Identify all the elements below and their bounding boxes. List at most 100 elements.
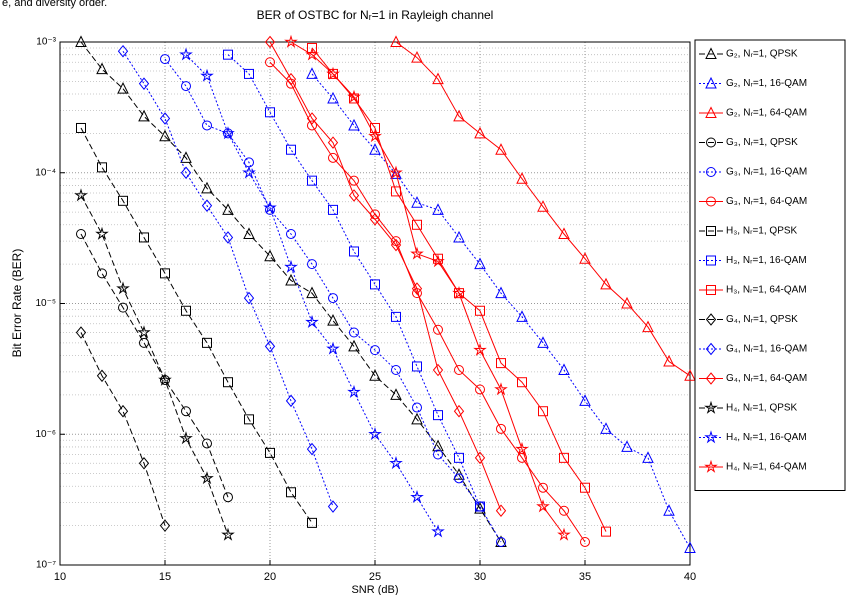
marker [285, 273, 297, 286]
marker [454, 452, 464, 463]
marker [307, 120, 317, 131]
legend-label: H₄, Nᵣ=1, 64-QAM [726, 462, 807, 473]
marker [431, 254, 445, 268]
x-tick-label: 30 [474, 571, 486, 583]
marker [454, 365, 464, 376]
marker [580, 482, 590, 493]
marker [306, 112, 318, 125]
series-line [311, 73, 691, 549]
marker [706, 226, 716, 236]
legend-label: H₃, Nᵣ=1, QPSK [726, 226, 798, 237]
marker [390, 388, 402, 400]
marker [453, 109, 465, 122]
marker [411, 196, 423, 208]
y-tick-label: 10⁻⁶ [35, 429, 56, 440]
legend-label: H₄, Nᵣ=1, 16-QAM [726, 432, 807, 443]
marker [495, 143, 507, 155]
marker [684, 541, 696, 553]
marker [117, 404, 129, 418]
marker [221, 126, 235, 140]
marker [706, 137, 716, 148]
marker [663, 504, 675, 516]
marker [348, 339, 360, 352]
series-line [227, 54, 481, 507]
marker [412, 402, 422, 413]
marker [223, 492, 233, 503]
marker [473, 342, 487, 356]
marker [349, 327, 359, 338]
marker [76, 122, 86, 133]
marker [307, 175, 317, 186]
marker [179, 431, 193, 445]
series-line [80, 195, 229, 536]
marker [642, 320, 654, 333]
marker [517, 452, 527, 463]
marker [285, 72, 297, 86]
marker [410, 490, 424, 504]
marker [243, 227, 255, 240]
x-tick-label: 20 [264, 571, 276, 583]
plot-frame [59, 41, 691, 566]
marker [285, 394, 297, 408]
marker [202, 438, 212, 449]
marker [348, 118, 360, 131]
marker [452, 285, 466, 299]
marker [244, 68, 254, 79]
marker [370, 279, 380, 290]
marker [453, 404, 465, 418]
marker [495, 286, 507, 299]
marker [496, 423, 506, 434]
marker [265, 204, 275, 215]
series-line [164, 58, 502, 543]
marker [432, 203, 444, 215]
x-tick-label: 40 [684, 571, 696, 583]
marker [411, 50, 423, 63]
marker [307, 517, 317, 528]
marker [391, 311, 401, 322]
marker [347, 89, 361, 103]
marker [684, 369, 696, 381]
marker [433, 449, 443, 460]
marker [369, 213, 381, 226]
legend-label: G₂, Nᵣ=1, 16-QAM [726, 78, 807, 89]
x-tick-label: 15 [159, 571, 171, 583]
marker [663, 354, 675, 367]
marker [558, 363, 570, 376]
marker [180, 166, 192, 180]
marker [95, 226, 109, 240]
marker [221, 527, 235, 541]
marker [306, 286, 318, 299]
marker [600, 277, 612, 290]
marker [118, 195, 128, 206]
marker [704, 459, 718, 473]
marker [201, 181, 213, 194]
marker [454, 473, 464, 484]
marker [96, 62, 108, 75]
chart-title: BER of OSTBC for Nᵣ=1 in Rayleigh channe… [257, 8, 494, 22]
marker [306, 67, 318, 79]
marker [370, 345, 380, 356]
marker [180, 151, 192, 163]
marker [705, 106, 717, 118]
marker [326, 66, 340, 80]
y-axis-label: Bit Error Rate (BER) [10, 249, 24, 358]
marker [537, 336, 549, 348]
marker [390, 35, 402, 47]
marker [475, 384, 485, 395]
marker [537, 200, 549, 212]
marker [706, 285, 716, 295]
x-axis-label: SNR (dB) [351, 584, 398, 595]
marker [159, 112, 171, 125]
marker [76, 229, 86, 240]
marker [389, 456, 403, 470]
marker [431, 524, 445, 538]
marker [432, 439, 444, 452]
header-text: e, and diversity order. [2, 0, 107, 9]
marker [284, 259, 298, 273]
legend-label: G₂, Nᵣ=1, 64-QAM [726, 108, 807, 119]
series-line [80, 127, 313, 524]
marker [306, 442, 318, 456]
marker [242, 165, 256, 179]
legend-box [694, 39, 846, 491]
